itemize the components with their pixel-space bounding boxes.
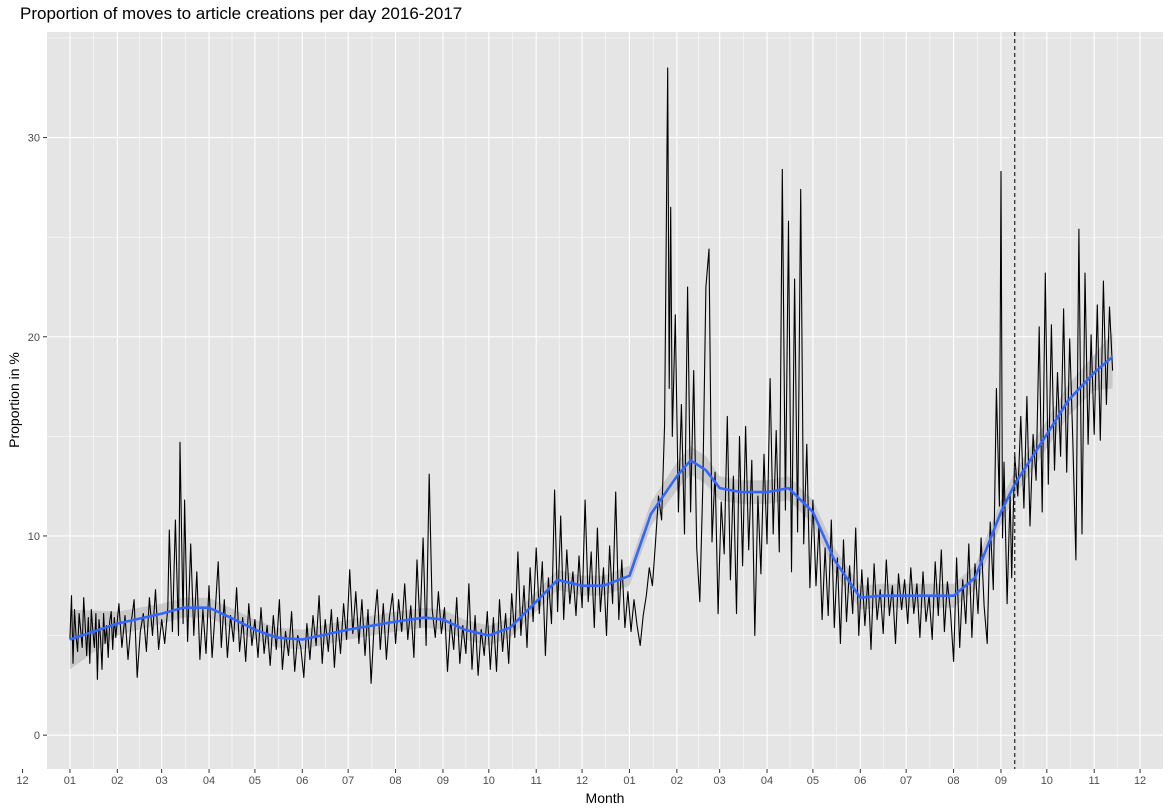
- y-tick-label: 0: [34, 730, 40, 742]
- daily-proportion-line: [69, 67, 1114, 684]
- x-tick-label: 12: [1134, 775, 1146, 787]
- x-tick-label: 04: [203, 775, 215, 787]
- x-tick-label: 02: [111, 775, 123, 787]
- x-tick-label: 11: [530, 775, 541, 787]
- x-tick-label: 03: [156, 775, 168, 787]
- x-tick-label: 04: [761, 775, 773, 787]
- x-tick-label: 05: [807, 775, 819, 787]
- x-tick-label: 08: [389, 775, 401, 787]
- y-tick-label: 10: [28, 531, 40, 543]
- x-tick-label: 07: [342, 775, 354, 787]
- x-axis: 12 01 02 03 04 05 06 07 08 09 10 11 12 01 02 03 04 05 06 07…: [16, 769, 1146, 787]
- x-tick-label: 01: [623, 775, 635, 787]
- y-axis-title: Proportion in %: [6, 352, 22, 448]
- x-tick-label: 10: [483, 775, 495, 787]
- y-axis: 0 10 20 30: [28, 133, 47, 742]
- x-tick-label: 11: [1088, 775, 1099, 787]
- x-tick-label: 12: [16, 775, 28, 787]
- smoothed-trend-line: [69, 355, 1114, 641]
- x-tick-label: 01: [64, 775, 76, 787]
- x-tick-label: 05: [249, 775, 261, 787]
- x-tick-label: 09: [437, 775, 449, 787]
- y-tick-label: 20: [28, 332, 40, 344]
- x-tick-label: 08: [947, 775, 959, 787]
- x-tick-label: 02: [671, 775, 683, 787]
- x-tick-label: 06: [854, 775, 866, 787]
- x-tick-label: 10: [1041, 775, 1053, 787]
- x-tick-label: 09: [995, 775, 1007, 787]
- x-tick-label: 12: [576, 775, 588, 787]
- grid-lines: [47, 32, 1163, 769]
- plot-panel: [47, 32, 1163, 769]
- chart-title: Proportion of moves to article creations…: [20, 4, 462, 23]
- y-tick-label: 30: [28, 133, 40, 145]
- x-tick-label: 06: [296, 775, 308, 787]
- x-axis-title: Month: [586, 790, 625, 806]
- x-tick-label: 07: [900, 775, 912, 787]
- x-tick-label: 03: [714, 775, 726, 787]
